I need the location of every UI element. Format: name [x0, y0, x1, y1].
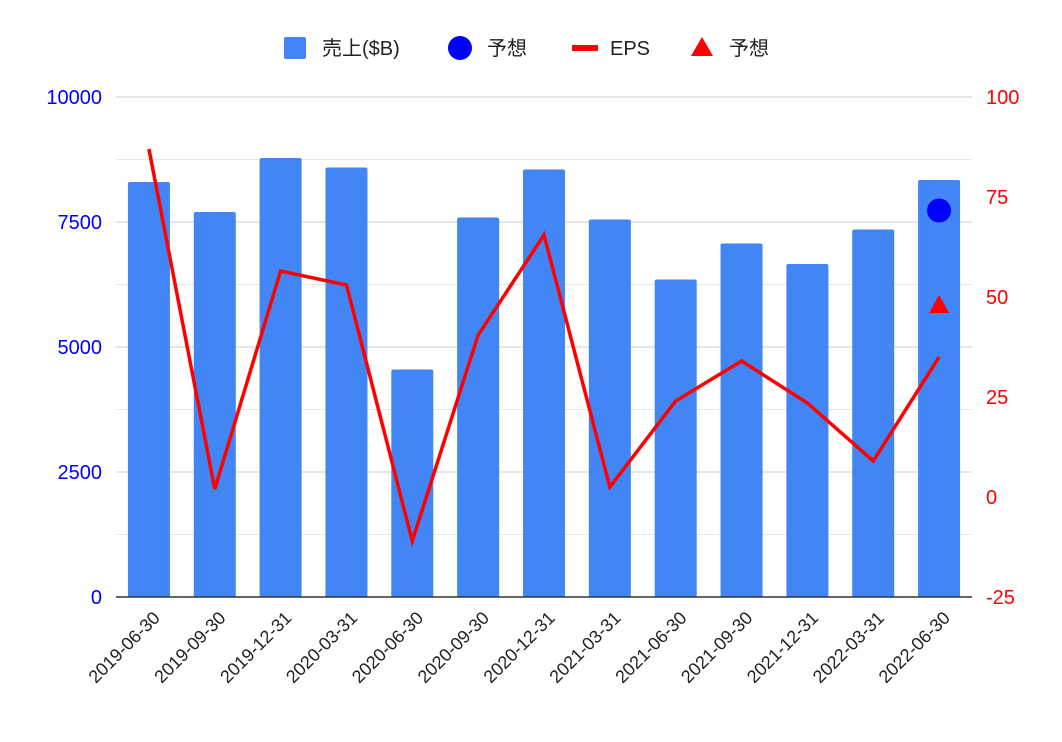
right-y-tick-label: 25 — [986, 387, 1008, 409]
revenue-bar — [654, 279, 697, 597]
legend-item: 予想 — [691, 37, 769, 60]
legend: 売上($B) 予想 EPS 予想 — [284, 36, 769, 60]
revenue-bar — [588, 219, 631, 597]
bar-series — [127, 158, 961, 597]
left-y-tick-label: 10000 — [46, 87, 102, 109]
right-y-tick-label: -25 — [986, 587, 1015, 609]
legend-circle-swatch — [448, 36, 472, 60]
revenue-bar — [786, 264, 829, 597]
forecast-points — [927, 198, 952, 313]
revenue-bar — [325, 167, 368, 597]
revenue-bar — [193, 212, 236, 597]
right-y-axis-ticks: -25 0 25 50 75 100 — [986, 87, 1019, 609]
revenue-bar — [259, 158, 302, 597]
legend-label: EPS — [610, 38, 650, 60]
revenue-forecast-point — [927, 198, 952, 223]
left-y-tick-label: 5000 — [58, 337, 103, 359]
x-axis-ticks: 2019-06-302019-09-302019-12-312020-03-31… — [85, 608, 954, 687]
revenue-bar — [918, 180, 961, 597]
legend-line-swatch — [572, 45, 598, 51]
right-y-tick-label: 100 — [986, 87, 1019, 109]
legend-label: 売上($B) — [322, 37, 400, 60]
legend-item: EPS — [572, 38, 650, 60]
right-y-tick-label: 0 — [986, 487, 997, 509]
right-y-tick-label: 75 — [986, 187, 1008, 209]
legend-triangle-swatch — [691, 37, 713, 56]
revenue-bar — [852, 229, 895, 597]
left-y-tick-label: 0 — [91, 587, 102, 609]
left-y-axis-ticks: 0 2500 5000 7500 10000 — [46, 87, 102, 609]
revenue-bar — [457, 217, 500, 597]
eps-forecast-point — [929, 295, 950, 313]
legend-item: 予想 — [448, 36, 527, 60]
legend-item: 売上($B) — [284, 37, 400, 60]
legend-label: 予想 — [487, 37, 527, 60]
eps-line — [147, 148, 941, 548]
revenue-bar — [127, 182, 170, 597]
revenue-bar — [720, 243, 763, 597]
left-y-tick-label: 2500 — [58, 462, 103, 484]
right-y-tick-label: 50 — [986, 287, 1008, 309]
x-tick-label: 2022-06-30 — [875, 608, 954, 687]
eps-line-series — [147, 148, 941, 548]
legend-label: 予想 — [729, 37, 769, 60]
left-y-tick-label: 7500 — [58, 212, 103, 234]
revenue-bar — [391, 369, 434, 597]
legend-bar-swatch — [284, 37, 306, 59]
